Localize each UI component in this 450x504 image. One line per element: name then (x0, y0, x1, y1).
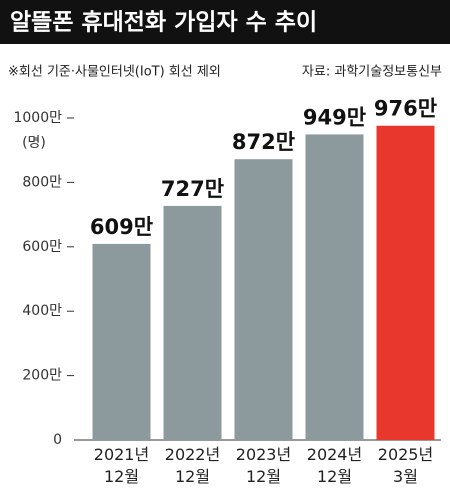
bar (163, 205, 222, 440)
y-tick-label: 400만 (22, 303, 62, 319)
value-label: 609만 (90, 215, 153, 239)
bar (305, 134, 364, 440)
bar (376, 125, 435, 440)
value-label: 949만 (303, 105, 366, 129)
bar (92, 243, 151, 440)
bar (234, 159, 293, 440)
y-tick-label: 600만 (22, 239, 62, 255)
x-tick-label: 2025년 3월 (377, 445, 434, 486)
x-tick-label: 2022년 12월 (164, 445, 221, 486)
value-label: 872만 (232, 130, 295, 154)
value-label: 727만 (161, 177, 224, 201)
x-tick-label: 2023년 12월 (235, 445, 292, 486)
y-tick-label: 1000만 (13, 110, 62, 126)
title-bar (0, 0, 450, 44)
y-tick-label: 0 (53, 432, 62, 448)
y-tick-label: 200만 (22, 368, 62, 384)
value-label: 976만 (374, 97, 437, 121)
x-tick-label: 2021년 12월 (93, 445, 150, 486)
chart-title: 알뜰폰 휴대전화 가입자 수 추이 (10, 10, 317, 36)
source: 자료: 과학기술정보통신부 (302, 65, 442, 80)
y-unit: (명) (22, 135, 46, 151)
y-tick-label: 800만 (22, 174, 62, 190)
x-tick-label: 2024년 12월 (306, 445, 363, 486)
subtitle: ※회선 기준·사물인터넷(IoT) 회선 제외 (8, 65, 221, 80)
